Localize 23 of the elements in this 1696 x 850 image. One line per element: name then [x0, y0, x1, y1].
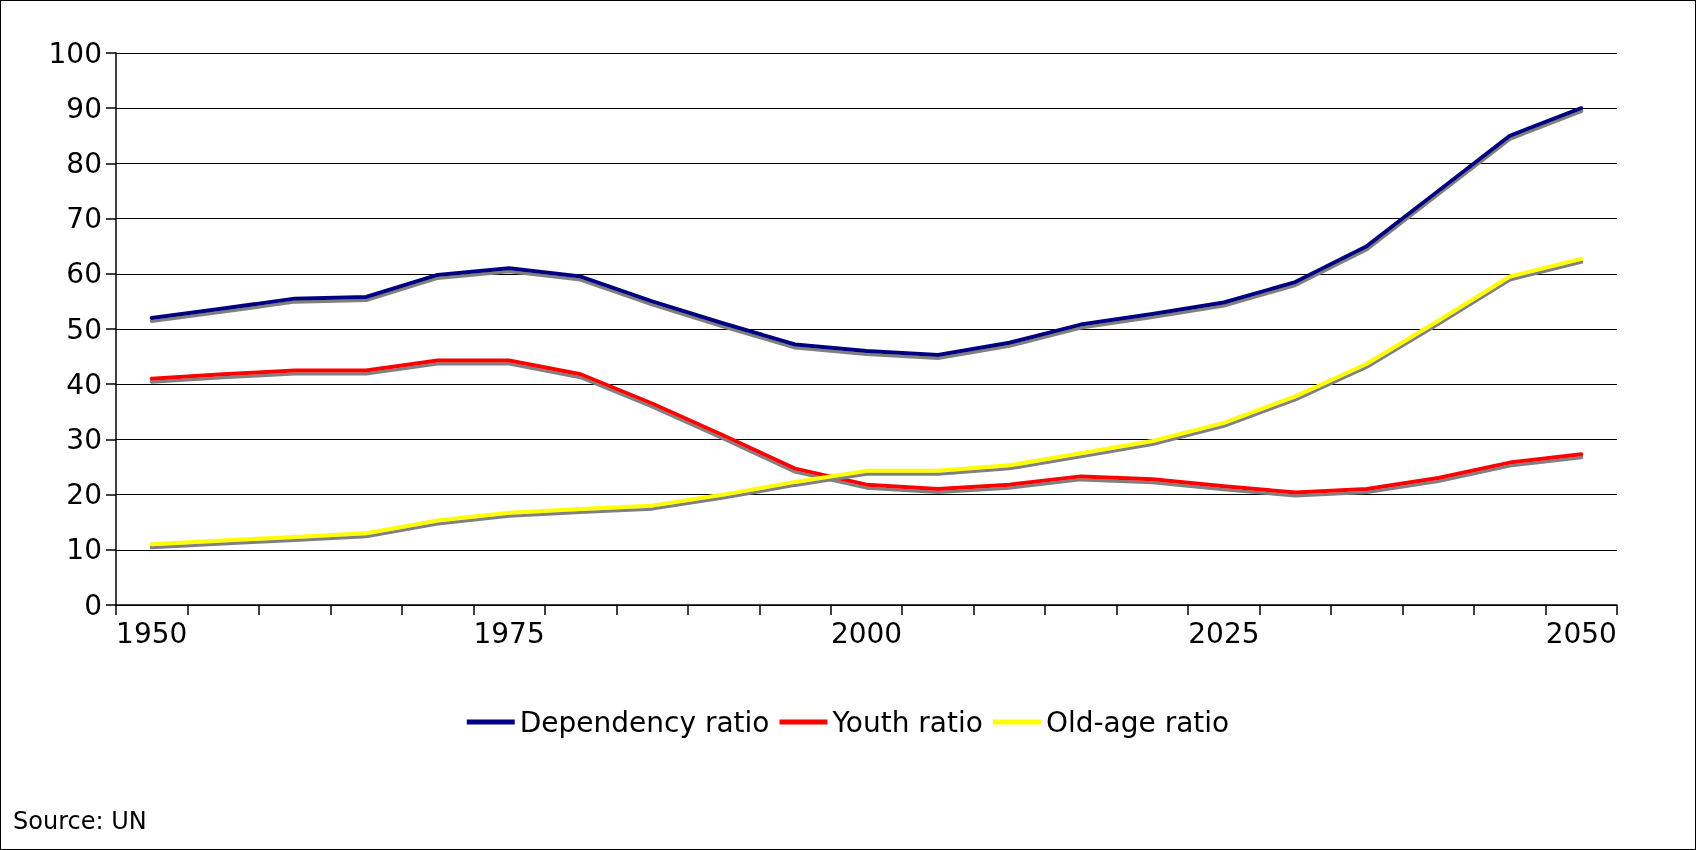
line-series — [149, 358, 1584, 495]
legend-label: Dependency ratio — [519, 705, 770, 739]
y-tick-label: 20 — [66, 478, 102, 512]
x-tick-label: 1975 — [473, 616, 545, 650]
source-note: Source: UN — [13, 807, 147, 835]
y-tick-label: 30 — [66, 422, 102, 456]
y-tick-label: 40 — [66, 367, 102, 401]
y-tick-label: 10 — [66, 533, 102, 567]
y-tick-label: 100 — [48, 36, 102, 70]
y-tick-label: 60 — [66, 257, 102, 291]
y-tick-label: 50 — [66, 312, 102, 346]
y-tick-label: 0 — [84, 588, 102, 622]
y-tick-label: 80 — [66, 146, 102, 180]
y-tick-label: 90 — [66, 91, 102, 125]
y-tick-label: 70 — [66, 202, 102, 236]
x-tick-label: 2025 — [1188, 616, 1260, 650]
x-tick-label: 1950 — [116, 616, 188, 650]
line-series — [149, 256, 1584, 547]
x-tick-label: 2050 — [1545, 616, 1617, 650]
x-tick-label: 2000 — [830, 616, 903, 650]
legend-label: Old-age ratio — [1045, 705, 1230, 739]
legend-label: Youth ratio — [831, 705, 983, 739]
line-series — [149, 106, 1584, 357]
